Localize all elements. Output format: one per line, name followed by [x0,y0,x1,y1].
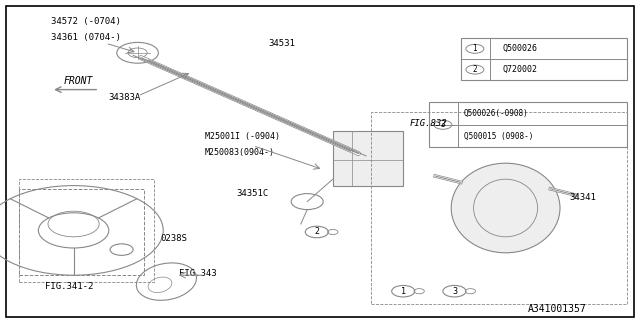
Circle shape [466,65,484,74]
Bar [19,189,144,275]
Bar [429,102,627,147]
Text: 3: 3 [440,120,445,129]
Text: 34351C: 34351C [237,189,269,198]
Text: 34361 (0704-): 34361 (0704-) [51,33,121,42]
Text: FRONT: FRONT [64,76,93,86]
Text: FIG.832: FIG.832 [410,119,447,128]
Bar [461,38,627,80]
Text: FIG.341-2: FIG.341-2 [45,282,93,291]
Text: 34572 (-0704): 34572 (-0704) [51,17,121,26]
Text: 34383A: 34383A [109,93,141,102]
Text: M250083(0904-): M250083(0904-) [205,148,275,157]
Circle shape [392,285,415,297]
Text: Q500026(-0908): Q500026(-0908) [464,109,529,118]
Circle shape [305,226,328,238]
Text: 34531: 34531 [269,39,296,48]
Text: 1: 1 [401,287,406,296]
Text: 1: 1 [472,44,477,53]
Text: 0238S: 0238S [160,234,187,243]
Text: FIG.343: FIG.343 [179,269,217,278]
Text: Q500015 (0908-): Q500015 (0908-) [464,132,533,140]
Circle shape [466,44,484,53]
Text: 2: 2 [472,65,477,74]
Text: A341001357: A341001357 [527,304,586,314]
Text: M25001I (-0904): M25001I (-0904) [205,132,280,141]
Text: Q500026: Q500026 [502,44,538,53]
Bar [333,131,403,186]
Ellipse shape [451,163,560,253]
Circle shape [434,120,452,129]
Text: 3: 3 [452,287,457,296]
Text: Q720002: Q720002 [502,65,538,74]
Text: 2: 2 [314,228,319,236]
Text: 34341: 34341 [570,193,596,202]
Circle shape [443,285,466,297]
